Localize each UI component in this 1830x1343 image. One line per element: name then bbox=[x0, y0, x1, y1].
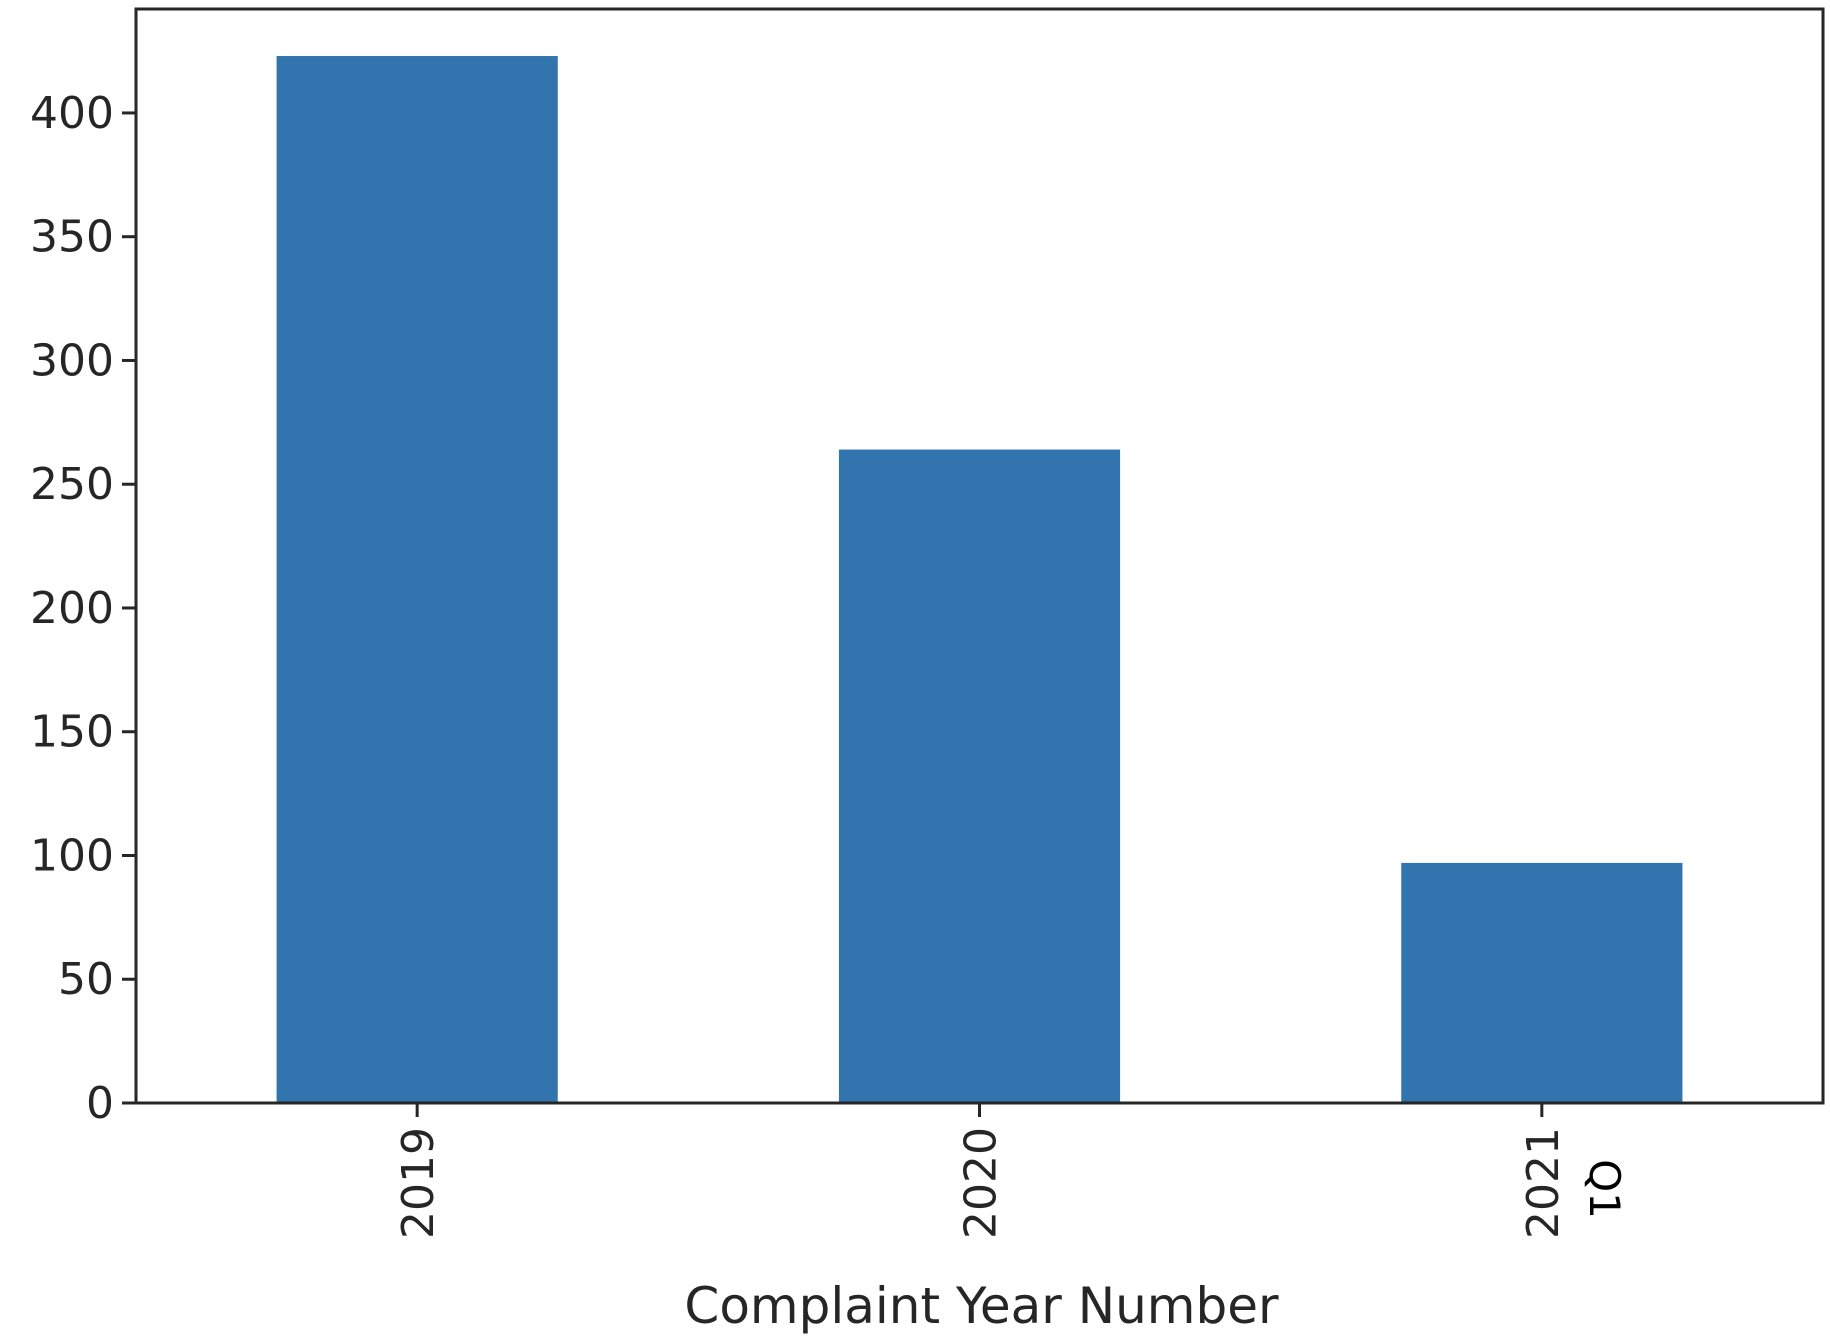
bars-layer bbox=[276, 56, 1683, 1104]
annotations: Q1 bbox=[1580, 1159, 1629, 1219]
x-axis-label: Complaint Year Number bbox=[684, 1277, 1279, 1335]
y-tick-label: 0 bbox=[86, 1078, 114, 1129]
bar-2020 bbox=[838, 449, 1121, 1103]
y-tick-label: 200 bbox=[30, 583, 114, 634]
plot-frame bbox=[134, 7, 1825, 1105]
x-axis: 2019 2020 2021 bbox=[393, 1103, 1569, 1239]
x-tick-label: 2019 bbox=[393, 1127, 444, 1239]
y-tick-label: 300 bbox=[30, 335, 114, 386]
x-tick-label: 2021 bbox=[1518, 1127, 1569, 1239]
y-tick-label: 400 bbox=[30, 88, 114, 139]
x-tick-label: 2020 bbox=[956, 1127, 1007, 1239]
y-tick-label: 250 bbox=[30, 459, 114, 510]
y-tick-label: 350 bbox=[30, 212, 114, 263]
y-tick-label: 100 bbox=[30, 830, 114, 881]
y-tick-label: 150 bbox=[30, 707, 114, 758]
y-axis: 0 50 100 150 200 250 300 350 400 bbox=[30, 88, 136, 1129]
bar-2021 bbox=[1401, 862, 1683, 1103]
bar-2019 bbox=[276, 56, 558, 1104]
y-tick-label: 50 bbox=[58, 954, 114, 1005]
annotation-label: Q1 bbox=[1580, 1159, 1629, 1219]
